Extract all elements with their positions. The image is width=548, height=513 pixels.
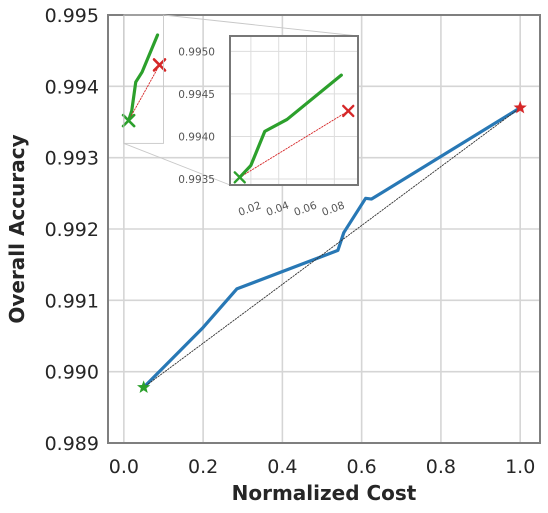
x-axis-label: Normalized Cost: [232, 481, 417, 505]
inset-y-tick-label: 0.9940: [178, 131, 215, 143]
y-tick-label: 0.994: [45, 76, 99, 98]
main-series-group: [121, 33, 527, 394]
x-tick-label: 0.2: [188, 456, 218, 478]
y-tick-label: 0.995: [45, 5, 99, 27]
inset-frame: [229, 35, 359, 186]
y-tick-label: 0.989: [45, 433, 99, 455]
blue-curve-line: [142, 106, 522, 389]
zoom-region-box: [123, 14, 164, 144]
red-star-marker: [513, 100, 527, 114]
y-axis-label: Overall Accuracy: [5, 134, 29, 323]
red-dotted-reference-line: [239, 110, 349, 178]
x-tick-label: 0.6: [347, 456, 377, 478]
zoom-connector-line: [163, 14, 359, 37]
black-dotted-reference-line: [143, 107, 521, 388]
red-dotted-reference-line: [128, 64, 160, 122]
inset-y-tick-label: 0.9935: [178, 174, 215, 186]
y-tick-label: 0.990: [45, 362, 99, 384]
inset-y-tick-label: 0.9945: [178, 89, 215, 101]
green-x-marker: [121, 113, 136, 128]
y-tick-label: 0.992: [45, 219, 99, 241]
x-tick-label: 0.4: [267, 456, 297, 478]
zoom-indicator: [123, 14, 359, 186]
x-tick-label: 0.0: [109, 456, 139, 478]
inset-green-x-marker: [233, 171, 246, 184]
x-tick-label: 1.0: [505, 456, 535, 478]
green-curve-line: [127, 33, 160, 123]
inset-series-group: [233, 73, 355, 184]
x-tick-label: 0.8: [426, 456, 456, 478]
green-curve-line: [238, 73, 343, 179]
inset-background: [230, 36, 358, 185]
y-tick-label: 0.993: [45, 148, 99, 170]
green-star-marker: [137, 380, 151, 394]
inset-y-tick-label: 0.9950: [178, 46, 215, 58]
main-plot: [121, 33, 527, 394]
inset-red-x-marker: [342, 104, 355, 118]
plot-frame: [107, 14, 541, 444]
y-tick-label: 0.991: [45, 290, 99, 312]
zoom-connector-line: [123, 142, 231, 186]
main-tick-labels: 0.0 0.2 0.4 0.6 0.8 1.0 0.989 0.990 0.991 0.992 0.…: [45, 5, 536, 478]
